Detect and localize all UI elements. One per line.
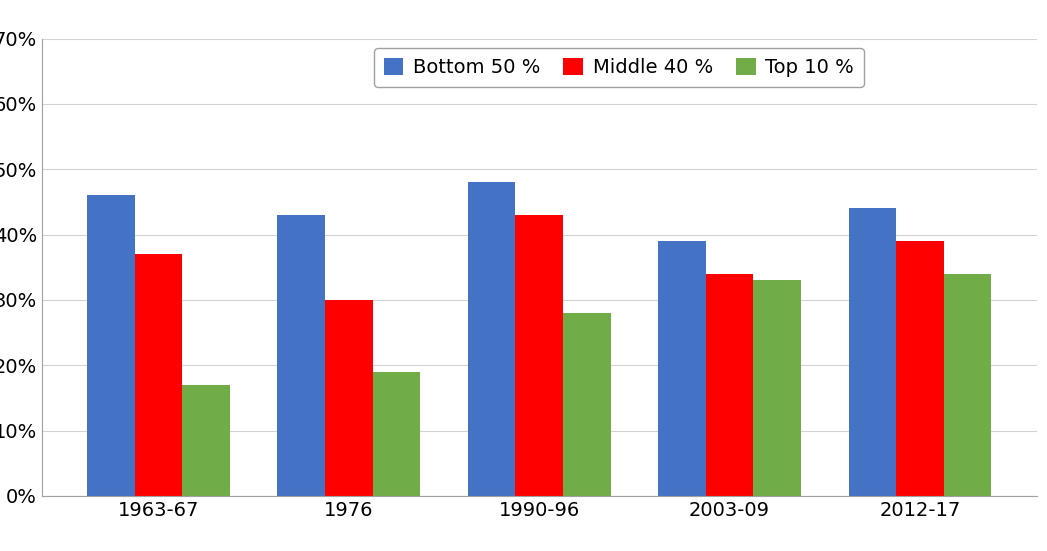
Bar: [515, 215, 563, 496]
Legend: Bottom 50 %, Middle 40 %, Top 10 %: Bottom 50 %, Middle 40 %, Top 10 %: [374, 48, 864, 87]
Bar: [325, 300, 373, 496]
Bar: [659, 241, 706, 496]
Bar: [563, 313, 610, 496]
Bar: [754, 280, 801, 496]
Bar: [896, 241, 943, 496]
Bar: [182, 385, 230, 496]
Bar: [468, 182, 515, 496]
Bar: [848, 208, 896, 496]
Bar: [373, 372, 420, 496]
Bar: [87, 196, 135, 496]
Bar: [706, 274, 754, 496]
Bar: [943, 274, 992, 496]
Bar: [277, 215, 325, 496]
Bar: [135, 254, 182, 496]
